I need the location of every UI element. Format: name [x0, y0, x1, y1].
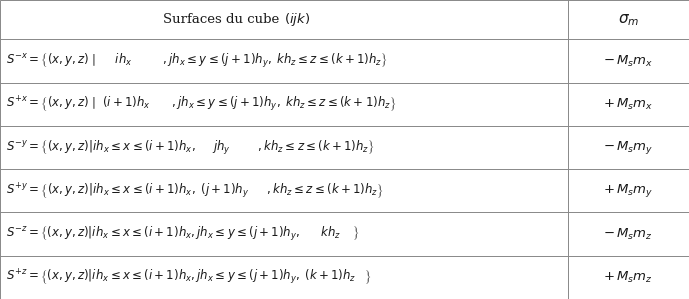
Text: $+\, M_s m_z$: $+\, M_s m_z$	[604, 270, 653, 285]
Text: $S^{-y} = \left\{ (x, y, z) | ih_x \leq x \leq (i+1)h_x, \;\;\;\;\; jh_y \;\;\;\: $S^{-y} = \left\{ (x, y, z) | ih_x \leq …	[6, 139, 374, 157]
Text: $S^{+z} = \left\{ (x, y, z) | ih_x \leq x \leq (i+1)h_x, jh_x \leq y \leq (j+1)h: $S^{+z} = \left\{ (x, y, z) | ih_x \leq …	[6, 268, 371, 287]
Text: Surfaces du cube: Surfaces du cube	[163, 13, 284, 26]
Text: $S^{-x} = \left\{ (x, y, z) \mid \;\;\;\;\; ih_x \;\;\;\;\;\;\;\;\;\; , jh_x \le: $S^{-x} = \left\{ (x, y, z) \mid \;\;\;\…	[6, 52, 387, 70]
Text: $\sigma_m$: $\sigma_m$	[618, 12, 639, 28]
Text: $+\, M_s m_y$: $+\, M_s m_y$	[603, 182, 654, 199]
Text: $+\, M_s m_x$: $+\, M_s m_x$	[603, 97, 654, 112]
Text: $S^{+y} = \left\{ (x, y, z) | ih_x \leq x \leq (i+1)h_x,\; (j+1)h_y \;\;\;\;\;\;: $S^{+y} = \left\{ (x, y, z) | ih_x \leq …	[6, 181, 383, 201]
Text: $-\, M_s m_z$: $-\, M_s m_z$	[604, 227, 653, 242]
Text: $-\, M_s m_x$: $-\, M_s m_x$	[603, 54, 654, 69]
Text: $S^{+x} = \left\{ (x, y, z) \mid \; (i+1)h_x \;\;\;\;\;\;\; , jh_x \leq y \leq (: $S^{+x} = \left\{ (x, y, z) \mid \; (i+1…	[6, 95, 396, 114]
Text: $(ijk)$: $(ijk)$	[284, 11, 310, 28]
Text: $S^{-z} = \left\{ (x, y, z) | ih_x \leq x \leq (i+1)h_x, jh_x \leq y \leq (j+1)h: $S^{-z} = \left\{ (x, y, z) | ih_x \leq …	[6, 225, 359, 243]
Text: $-\, M_s m_y$: $-\, M_s m_y$	[603, 139, 654, 156]
